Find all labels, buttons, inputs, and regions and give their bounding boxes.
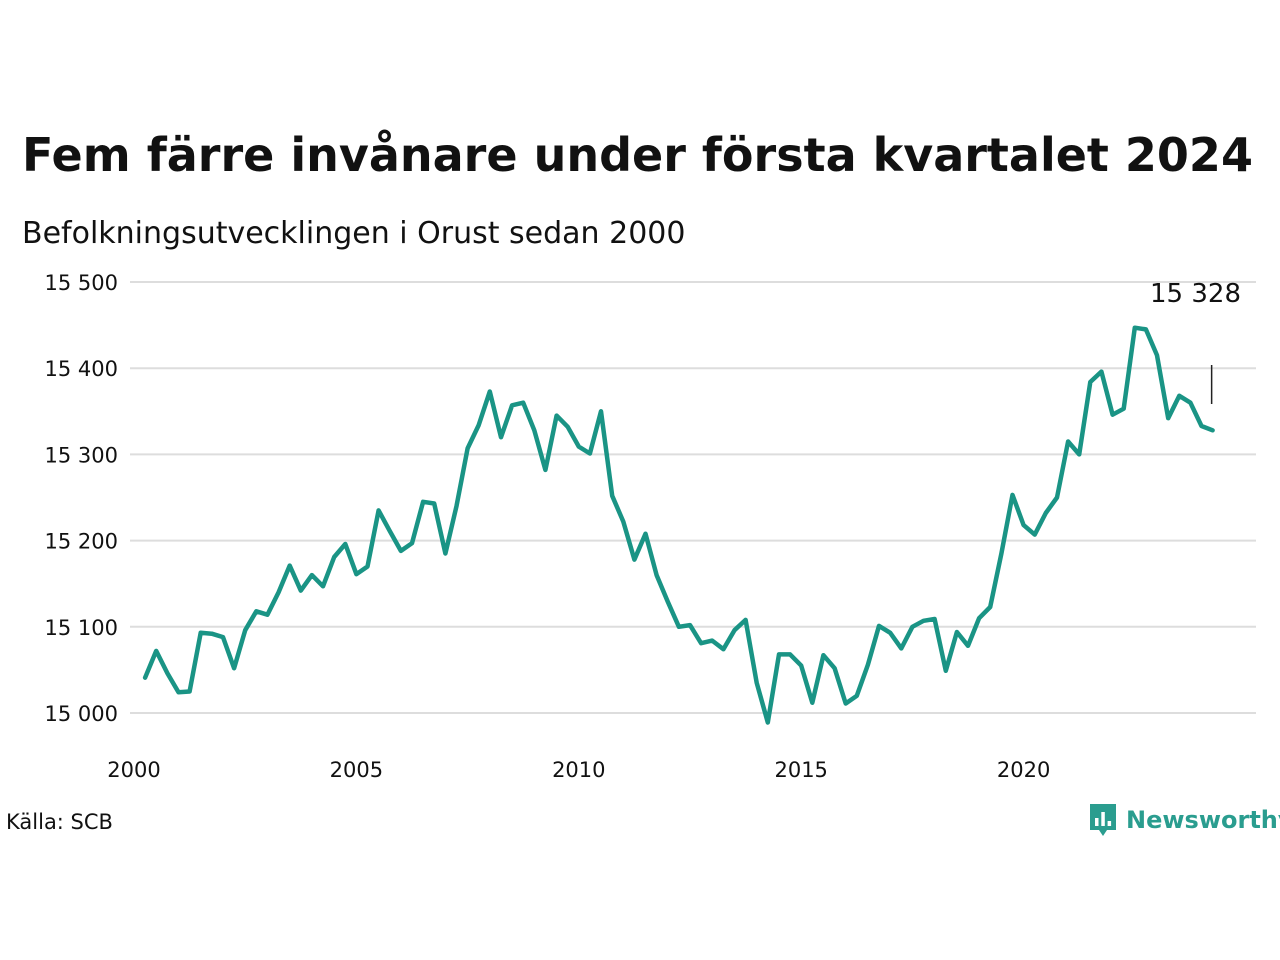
y-tick-label: 15 300 xyxy=(45,443,118,467)
x-tick-label: 2010 xyxy=(552,758,605,782)
newsworthy-logo-icon xyxy=(1090,804,1116,836)
source-label: Källa: SCB xyxy=(6,810,113,834)
series-line-0 xyxy=(142,325,1215,725)
x-tick-label: 2020 xyxy=(997,758,1050,782)
y-tick-label: 15 400 xyxy=(45,357,118,381)
grid-lines xyxy=(130,281,1256,714)
brand-name: Newsworthy xyxy=(1126,806,1280,834)
x-tick-label: 2000 xyxy=(107,758,160,782)
y-tick-label: 15 000 xyxy=(45,702,118,726)
chart-title: Fem färre invånare under första kvartale… xyxy=(22,128,1253,182)
brand-logo: Newsworthy xyxy=(1088,802,1280,838)
annotation-layer: 15 328 xyxy=(1150,279,1241,404)
annotation-last-value: 15 328 xyxy=(1150,279,1241,309)
y-tick-label: 15 200 xyxy=(45,530,118,554)
series-layer xyxy=(142,325,1215,725)
x-tick-label: 2015 xyxy=(774,758,827,782)
y-axis-ticks: 15 000 15 100 15 200 15 300 15 400 15 500 xyxy=(45,271,118,726)
chart-subtitle: Befolkningsutvecklingen i Orust sedan 20… xyxy=(22,216,686,251)
x-tick-label: 2005 xyxy=(330,758,383,782)
x-axis-ticks: 2000 2005 2010 2015 2020 xyxy=(107,758,1050,782)
y-tick-label: 15 500 xyxy=(45,271,118,295)
y-tick-label: 15 100 xyxy=(45,616,118,640)
